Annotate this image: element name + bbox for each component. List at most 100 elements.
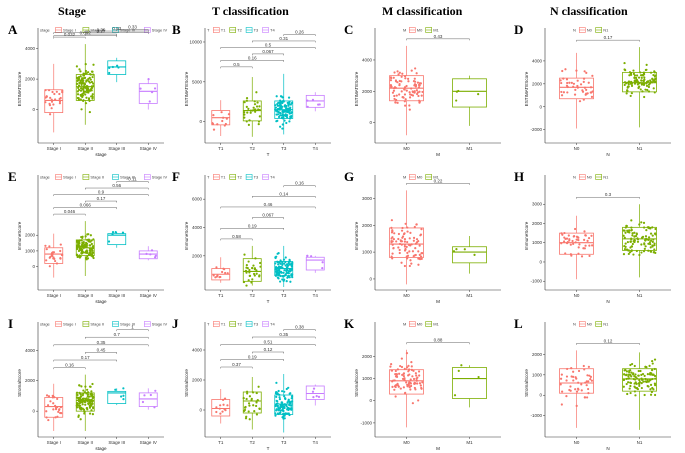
legend-label: Stage II xyxy=(90,322,104,327)
data-point xyxy=(121,231,125,234)
data-point xyxy=(284,256,287,259)
data-point xyxy=(50,252,54,255)
data-point xyxy=(404,391,407,394)
data-point xyxy=(85,87,88,90)
x-tick-label: N0 xyxy=(574,146,580,151)
data-point xyxy=(215,410,218,414)
data-point xyxy=(111,65,114,69)
data-point xyxy=(278,266,281,269)
data-point xyxy=(245,120,248,123)
data-point xyxy=(574,241,577,244)
data-point xyxy=(280,107,283,110)
data-point xyxy=(50,100,54,103)
data-point xyxy=(82,74,86,77)
data-point xyxy=(75,401,79,405)
data-point xyxy=(640,236,644,239)
data-point xyxy=(412,236,416,239)
data-point xyxy=(245,415,248,418)
data-point xyxy=(153,87,157,90)
data-point xyxy=(575,404,578,407)
data-point xyxy=(290,397,293,400)
data-point xyxy=(87,395,90,398)
data-point xyxy=(59,257,62,260)
data-point xyxy=(394,395,397,398)
data-point xyxy=(418,382,422,385)
data-point xyxy=(577,252,580,255)
data-point xyxy=(79,94,83,98)
data-point xyxy=(78,254,81,257)
data-point xyxy=(283,405,286,409)
data-point xyxy=(638,223,641,226)
data-point xyxy=(92,82,95,85)
data-point xyxy=(587,365,590,368)
data-point xyxy=(565,78,569,81)
data-point xyxy=(626,392,629,396)
data-point xyxy=(79,400,82,403)
data-point xyxy=(420,227,423,231)
box xyxy=(44,89,64,113)
x-tick-label: Stage III xyxy=(108,440,125,445)
data-point xyxy=(390,219,393,222)
data-point xyxy=(586,396,589,399)
data-point xyxy=(276,113,280,116)
data-point xyxy=(84,93,87,96)
data-point xyxy=(406,230,409,233)
legend-label: M1 xyxy=(433,175,439,180)
data-point xyxy=(576,79,579,82)
box xyxy=(138,83,158,104)
data-point xyxy=(579,83,583,86)
data-point xyxy=(393,388,396,391)
data-point xyxy=(86,238,89,241)
data-point xyxy=(391,385,394,388)
data-point xyxy=(630,245,633,248)
data-point xyxy=(637,86,640,89)
data-point xyxy=(419,384,422,387)
data-point xyxy=(278,397,282,401)
data-point xyxy=(87,71,90,74)
panel-label: L xyxy=(514,316,523,331)
data-point xyxy=(642,221,646,224)
data-point xyxy=(85,96,88,99)
data-point xyxy=(390,363,393,366)
data-point xyxy=(81,394,84,397)
data-point xyxy=(395,94,398,97)
data-point xyxy=(394,101,397,104)
legend-label: T3 xyxy=(254,28,259,33)
data-point xyxy=(88,76,91,79)
data-point xyxy=(255,269,258,272)
data-point xyxy=(569,385,572,388)
data-point xyxy=(75,82,79,86)
legend-title: T xyxy=(207,175,210,180)
data-point xyxy=(80,407,83,411)
data-point xyxy=(279,259,282,262)
data-point xyxy=(86,388,89,391)
data-point xyxy=(248,274,252,277)
data-point xyxy=(283,390,286,393)
x-axis-label: T xyxy=(267,152,270,157)
data-point xyxy=(647,236,651,239)
data-point xyxy=(276,103,279,106)
data-point xyxy=(57,410,60,414)
x-tick-label: T1 xyxy=(218,293,224,298)
data-point xyxy=(148,100,151,103)
data-point xyxy=(626,89,629,92)
data-point xyxy=(86,233,89,236)
data-point xyxy=(277,389,280,393)
data-point xyxy=(391,236,394,239)
data-point xyxy=(587,236,591,240)
x-axis-label: N xyxy=(606,299,609,304)
data-point xyxy=(651,368,654,371)
data-point xyxy=(408,237,411,240)
data-point xyxy=(276,252,279,255)
data-point xyxy=(577,388,580,391)
comparison-bracket xyxy=(576,197,640,199)
data-point xyxy=(92,396,95,399)
data-point xyxy=(418,101,421,104)
data-point xyxy=(477,375,480,379)
data-point xyxy=(258,275,261,278)
data-point xyxy=(321,261,324,264)
p-value-label: 0.43 xyxy=(434,34,443,39)
y-axis-label: StromalScore xyxy=(524,369,529,397)
data-point xyxy=(394,375,398,378)
data-point xyxy=(91,382,94,386)
